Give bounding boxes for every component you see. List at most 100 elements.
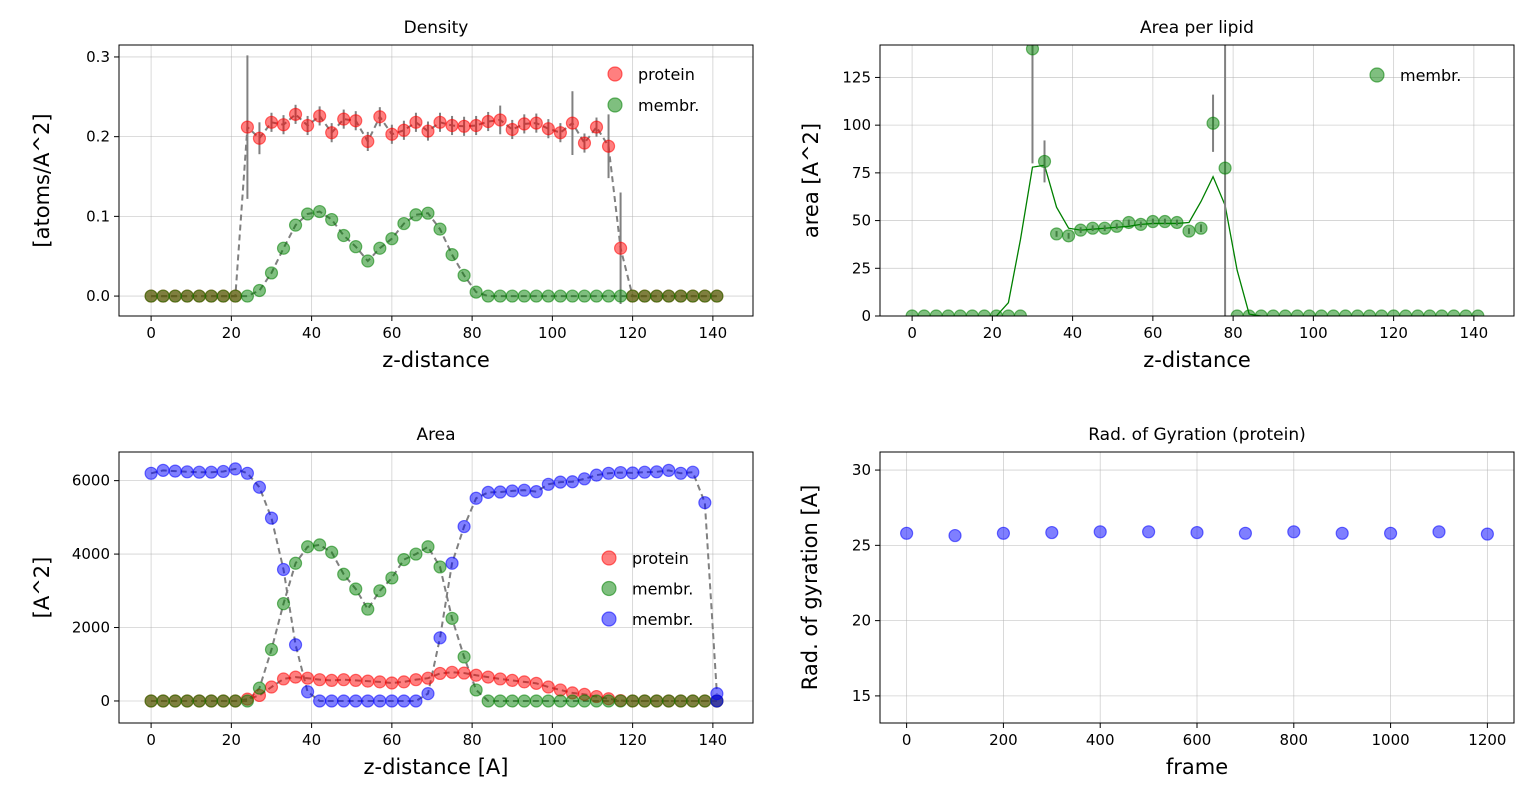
panel-3: 0 20 40 60 80 100 120 140 0 2000 4000 6000 Area z-dis… xyxy=(30,425,754,779)
data-point xyxy=(541,477,555,491)
x-tick-label: 80 xyxy=(463,324,482,342)
data-point xyxy=(481,289,495,303)
data-point xyxy=(650,465,664,479)
data-point xyxy=(228,462,242,476)
x-tick-label: 0 xyxy=(146,731,156,749)
data-point xyxy=(565,694,580,708)
legend-label: membr. xyxy=(1400,66,1461,85)
data-point xyxy=(553,126,567,140)
data-point xyxy=(686,465,700,479)
data-point xyxy=(1471,309,1485,316)
data-point xyxy=(168,694,182,708)
x-tick-label: 140 xyxy=(1460,324,1489,342)
x-axis-label: z-distance xyxy=(1143,348,1251,372)
data-point xyxy=(168,464,182,478)
legend-marker xyxy=(607,66,623,82)
data-point xyxy=(553,683,567,697)
data-point xyxy=(1190,525,1204,540)
data-point xyxy=(469,668,483,682)
plot-data xyxy=(905,45,1485,316)
data-point xyxy=(638,465,652,479)
data-point xyxy=(144,289,158,303)
data-point xyxy=(505,694,519,708)
data-point xyxy=(1134,217,1148,231)
data-point xyxy=(601,466,616,480)
data-point xyxy=(373,675,387,689)
panel-4: 0 200 400 600 800 1000 1200 15 20 25 30 Rad. of Gyr… xyxy=(798,425,1515,779)
x-tick-label: 100 xyxy=(538,324,567,342)
data-point xyxy=(541,122,555,136)
data-point xyxy=(325,545,339,559)
data-point xyxy=(288,107,303,121)
data-point xyxy=(1194,221,1208,235)
data-point xyxy=(361,674,375,688)
legend-label: membr. xyxy=(632,610,693,629)
data-point xyxy=(601,139,616,153)
data-point xyxy=(228,694,242,708)
data-point xyxy=(686,289,700,303)
data-point xyxy=(469,683,483,697)
y-tick-label: 75 xyxy=(852,164,871,182)
data-point xyxy=(457,119,471,133)
data-point xyxy=(469,118,483,133)
data-point xyxy=(529,116,543,130)
data-point xyxy=(445,556,459,570)
data-point xyxy=(421,687,435,701)
data-point xyxy=(204,465,218,479)
data-point xyxy=(1399,309,1413,316)
y-tick-label: 2000 xyxy=(72,619,110,637)
y-tick-label: 0 xyxy=(100,692,110,710)
data-point xyxy=(626,289,640,303)
data-point xyxy=(361,254,375,268)
data-point xyxy=(1025,45,1040,56)
data-point xyxy=(385,127,399,141)
data-point xyxy=(553,289,567,303)
legend-marker xyxy=(607,97,623,113)
x-tick-label: 80 xyxy=(463,731,482,749)
data-point xyxy=(385,694,399,708)
data-point xyxy=(1362,309,1377,316)
data-point xyxy=(493,289,507,303)
axes-frame xyxy=(118,451,754,724)
data-point xyxy=(1326,309,1341,316)
data-point xyxy=(541,694,555,708)
data-point xyxy=(601,694,616,708)
data-point xyxy=(662,289,676,303)
x-tick-label: 60 xyxy=(382,731,401,749)
data-point xyxy=(445,611,459,625)
data-point xyxy=(349,673,363,688)
y-tick-label: 25 xyxy=(852,259,871,277)
data-point xyxy=(1206,116,1220,130)
x-tick-label: 60 xyxy=(382,324,401,342)
data-point xyxy=(601,289,616,303)
data-point xyxy=(240,120,255,134)
y-axis-label: area [A^2] xyxy=(799,123,823,238)
x-axis-label: z-distance [A] xyxy=(363,755,508,779)
data-point xyxy=(662,463,676,477)
data-point xyxy=(1170,215,1184,230)
legend-marker xyxy=(601,580,617,597)
data-point xyxy=(337,228,351,243)
x-tick-label: 100 xyxy=(538,731,567,749)
data-point xyxy=(565,289,580,303)
data-point xyxy=(240,466,255,480)
data-point xyxy=(192,465,206,479)
data-point xyxy=(300,118,315,133)
data-point xyxy=(204,694,218,708)
data-point xyxy=(1049,227,1064,241)
data-point xyxy=(996,526,1011,540)
data-point xyxy=(288,638,303,652)
x-axis-label: frame xyxy=(1166,755,1228,779)
data-point xyxy=(240,694,255,708)
data-point xyxy=(264,115,279,129)
data-point xyxy=(613,289,628,303)
panel-1: 0 20 40 60 80 100 120 140 0.0 0.1 0.2 0.3 Density z-d… xyxy=(30,18,754,372)
data-point xyxy=(553,475,567,489)
data-point xyxy=(397,123,411,137)
plot-data xyxy=(144,55,724,305)
data-point xyxy=(493,672,507,686)
data-point xyxy=(1061,229,1076,243)
data-point xyxy=(216,289,230,303)
data-point xyxy=(505,122,519,137)
